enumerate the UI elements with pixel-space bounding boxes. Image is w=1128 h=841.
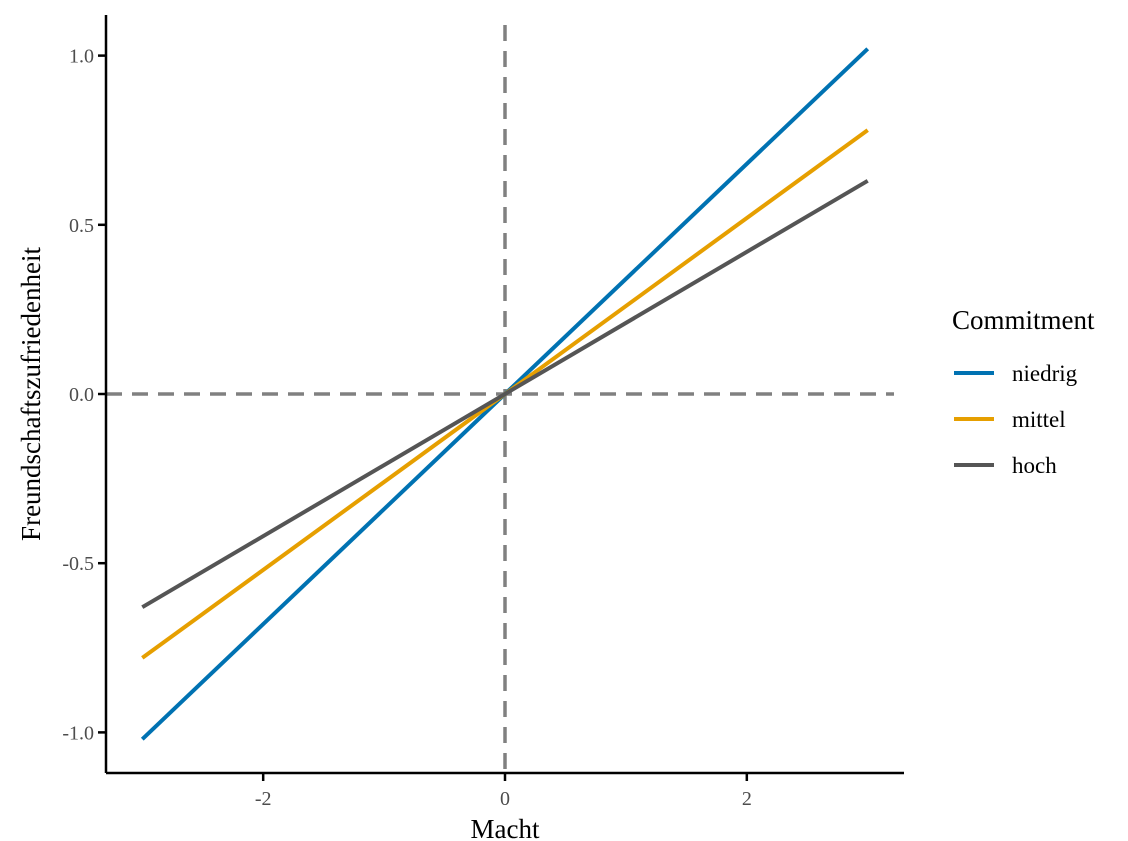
y-tick-label: -0.5 [62, 553, 94, 575]
legend-label-hoch: hoch [1012, 453, 1057, 478]
y-axis-ticks: -1.0 -0.5 0.0 0.5 1.0 [62, 46, 106, 744]
y-axis-title: Freundschaftszufriedenheit [16, 247, 46, 541]
series-lines [140, 47, 870, 741]
legend-label-niedrig: niedrig [1012, 361, 1078, 386]
x-tick-label: 2 [742, 788, 752, 810]
y-tick-label: 0.5 [69, 215, 94, 237]
x-tick-label: -2 [255, 788, 272, 810]
x-tick-label: 0 [500, 788, 510, 810]
y-tick-label: 1.0 [69, 46, 94, 68]
reference-lines [106, 25, 894, 773]
legend-items: niedrig mittel hoch [954, 361, 1078, 478]
series-line-hoch [141, 179, 869, 609]
x-axis-title: Macht [471, 814, 540, 841]
x-axis-ticks: -2 0 2 [255, 773, 752, 810]
legend: Commitment niedrig mittel hoch [952, 305, 1095, 478]
legend-label-mittel: mittel [1012, 407, 1066, 432]
legend-title: Commitment [952, 305, 1095, 335]
y-tick-label: -1.0 [62, 722, 94, 744]
y-tick-label: 0.0 [69, 384, 94, 406]
